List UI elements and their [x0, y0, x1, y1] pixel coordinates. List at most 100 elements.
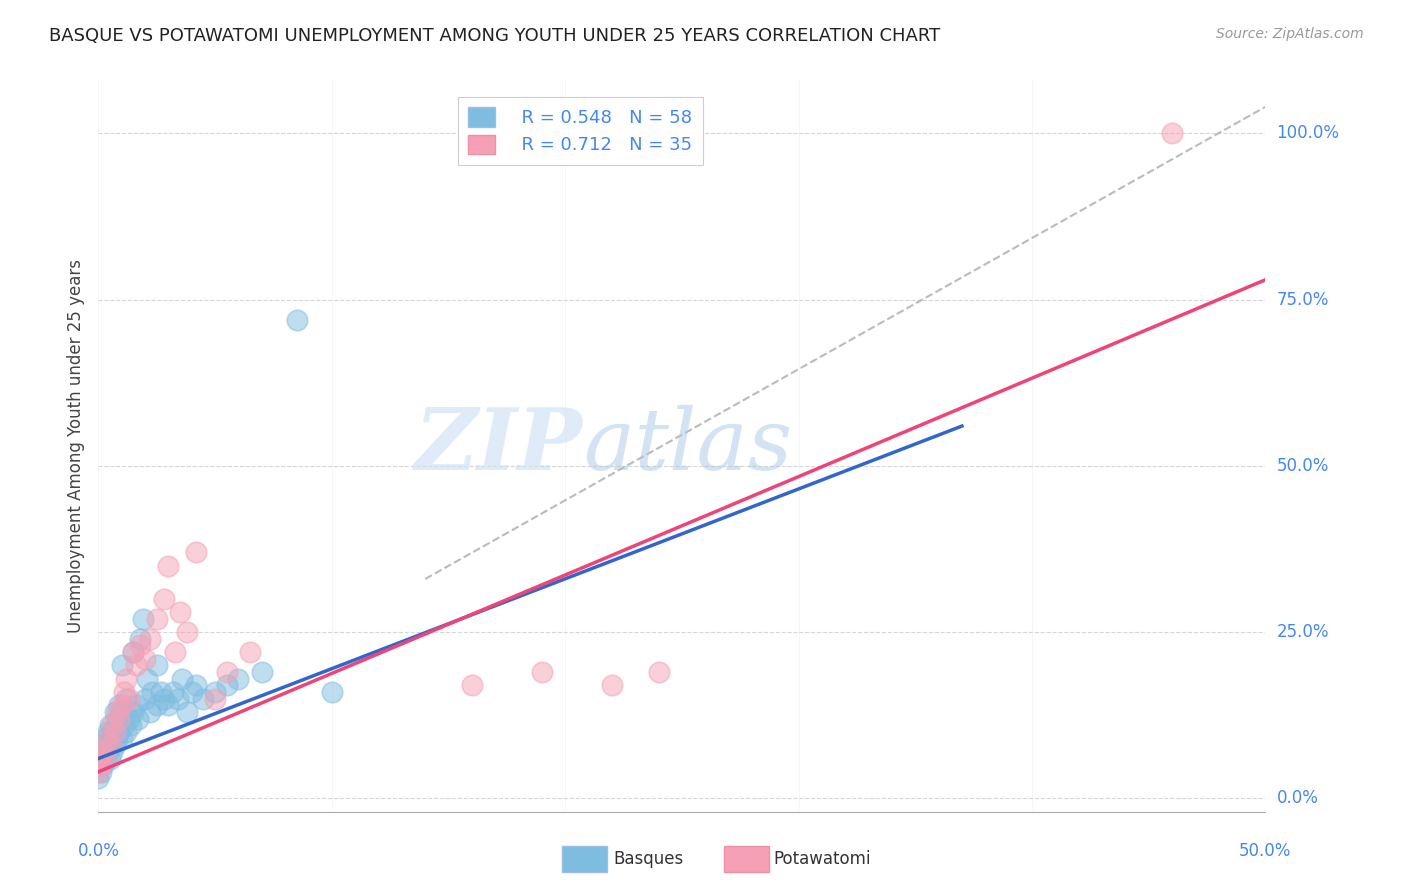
Point [98, 751, 121, 765]
Point [87, 751, 110, 765]
Point [115, 691, 138, 706]
Point [157, 698, 180, 713]
Point [172, 672, 194, 686]
Point [111, 698, 134, 713]
Point [321, 685, 343, 699]
Point [97, 745, 120, 759]
Point [204, 685, 226, 699]
Point [285, 312, 308, 326]
Point [1161, 127, 1184, 141]
Point [165, 645, 187, 659]
Point [105, 731, 128, 746]
Point [600, 678, 623, 692]
Point [98, 718, 121, 732]
Point [136, 672, 159, 686]
Text: 0.0%: 0.0% [1277, 789, 1319, 807]
Point [176, 625, 198, 640]
Point [112, 685, 135, 699]
Point [111, 658, 134, 673]
Point [98, 738, 121, 752]
Point [104, 725, 127, 739]
Point [101, 745, 124, 759]
Point [176, 705, 198, 719]
Point [250, 665, 273, 679]
Point [91, 758, 114, 772]
Point [152, 691, 174, 706]
Point [118, 691, 141, 706]
Point [127, 712, 149, 726]
Text: 75.0%: 75.0% [1277, 291, 1329, 309]
Point [530, 665, 553, 679]
Legend:   R = 0.548   N = 58,   R = 0.712   N = 35: R = 0.548 N = 58, R = 0.712 N = 35 [457, 96, 703, 165]
Point [101, 718, 124, 732]
Point [125, 658, 148, 673]
Point [186, 678, 208, 692]
Point [166, 691, 188, 706]
Point [118, 712, 141, 726]
Point [87, 758, 110, 772]
Y-axis label: Unemployment Among Youth under 25 years: Unemployment Among Youth under 25 years [66, 259, 84, 633]
Point [87, 764, 110, 779]
Point [129, 632, 152, 646]
Point [193, 691, 215, 706]
Point [94, 731, 117, 746]
Point [125, 698, 148, 713]
Point [228, 672, 250, 686]
Point [139, 705, 162, 719]
Point [90, 764, 112, 779]
Point [157, 558, 180, 573]
Point [87, 772, 110, 786]
Point [112, 718, 135, 732]
Point [122, 645, 145, 659]
Point [120, 718, 142, 732]
Point [90, 751, 112, 765]
Point [115, 725, 138, 739]
Text: Potawatomi: Potawatomi [773, 850, 870, 868]
Point [115, 672, 138, 686]
Point [91, 738, 114, 752]
Point [90, 758, 112, 772]
Point [129, 639, 152, 653]
Point [111, 731, 134, 746]
Point [87, 745, 110, 759]
Point [461, 678, 484, 692]
Text: 50.0%: 50.0% [1277, 457, 1329, 475]
Point [239, 645, 262, 659]
Point [98, 738, 121, 752]
Point [180, 685, 202, 699]
Point [146, 698, 169, 713]
Text: 50.0%: 50.0% [1239, 842, 1292, 860]
Point [186, 545, 208, 559]
Point [150, 685, 173, 699]
Text: BASQUE VS POTAWATOMI UNEMPLOYMENT AMONG YOUTH UNDER 25 YEARS CORRELATION CHART: BASQUE VS POTAWATOMI UNEMPLOYMENT AMONG … [49, 27, 941, 45]
Point [152, 591, 174, 606]
Text: 25.0%: 25.0% [1277, 624, 1329, 641]
Point [134, 691, 156, 706]
Point [94, 751, 117, 765]
Point [162, 685, 184, 699]
Point [215, 665, 238, 679]
Point [122, 705, 145, 719]
Point [105, 705, 128, 719]
Point [146, 612, 169, 626]
Point [146, 658, 169, 673]
Point [101, 725, 124, 739]
Point [139, 632, 162, 646]
Point [104, 738, 127, 752]
Point [97, 731, 120, 746]
Text: 0.0%: 0.0% [77, 842, 120, 860]
Point [169, 605, 191, 619]
Point [108, 698, 131, 713]
Point [215, 678, 238, 692]
Point [94, 751, 117, 765]
Point [122, 645, 145, 659]
Point [108, 725, 131, 739]
Point [108, 712, 131, 726]
Point [105, 712, 128, 726]
Point [104, 705, 127, 719]
Point [111, 705, 134, 719]
Point [204, 691, 226, 706]
Text: Source: ZipAtlas.com: Source: ZipAtlas.com [1216, 27, 1364, 41]
Point [91, 745, 114, 759]
Text: atlas: atlas [582, 405, 792, 487]
